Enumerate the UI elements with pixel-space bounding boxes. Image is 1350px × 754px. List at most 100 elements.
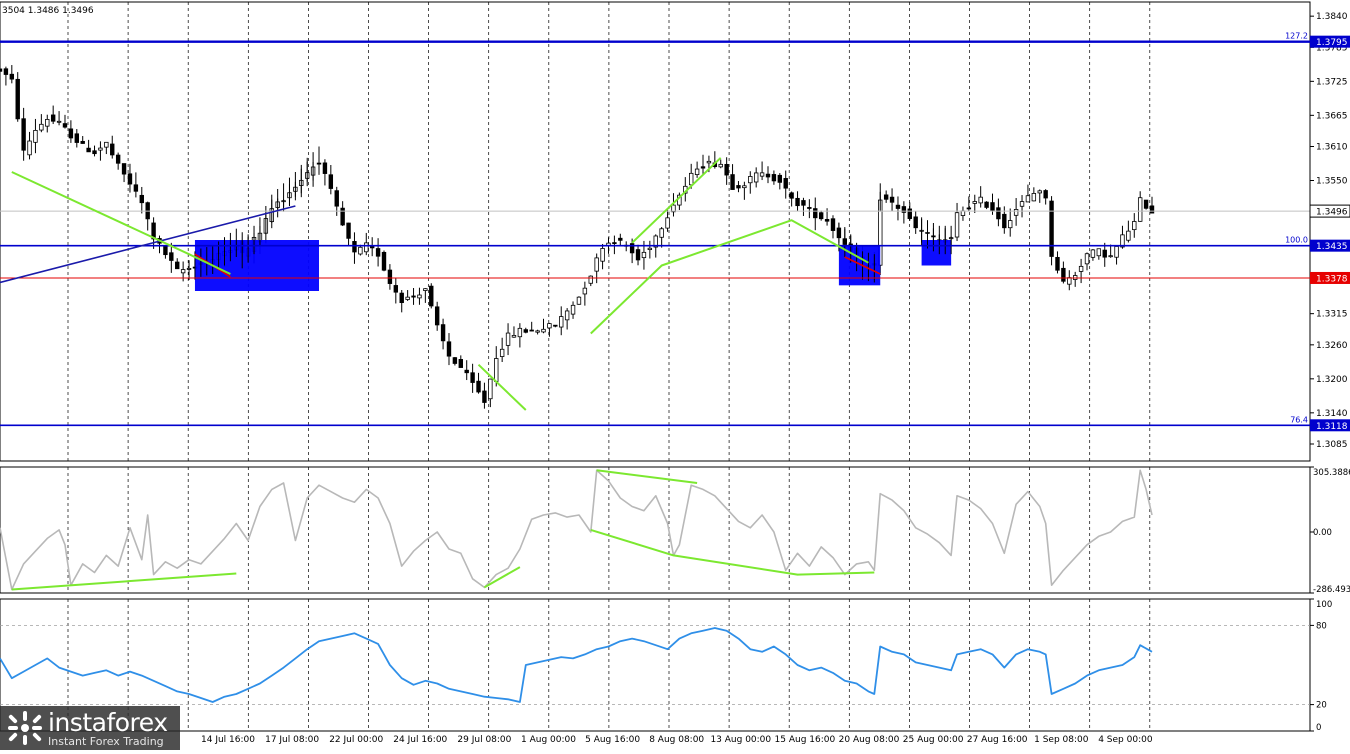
candle-body (972, 201, 977, 204)
candle (1025, 184, 1031, 203)
candle-body (1037, 190, 1042, 194)
candle (121, 163, 127, 183)
x-tick-label: 20 Aug 08:00 (839, 735, 900, 745)
candle (175, 258, 180, 270)
y-tick-label: 1.3665 (1316, 111, 1348, 121)
candle-body (494, 358, 499, 382)
divergence-line (477, 363, 527, 411)
candle (381, 250, 387, 272)
candle-body (883, 194, 889, 200)
cci-tick-label: 0.00 (1313, 528, 1332, 538)
candle-body (387, 269, 393, 284)
candle-body (133, 184, 139, 192)
trend-line (844, 256, 881, 275)
candle (659, 226, 664, 248)
y-tick-label: 1.3610 (1316, 143, 1348, 153)
candle (33, 118, 38, 154)
candle-body (1043, 190, 1048, 199)
cci-divergence-line (596, 469, 698, 484)
candle-body (913, 216, 918, 229)
candle (972, 194, 977, 213)
candle (559, 306, 564, 336)
candle-body (966, 207, 972, 210)
candle (15, 72, 20, 122)
candle-body (517, 327, 523, 338)
cci-divergence-line (11, 572, 237, 591)
candle (186, 260, 192, 281)
candle-body (700, 166, 706, 169)
rsi-tick-label: 20 (1316, 701, 1327, 711)
fib-level-ratio: 127.2 (1285, 32, 1308, 41)
y-tick-label: 1.3725 (1316, 77, 1348, 87)
candle (553, 324, 558, 328)
fib-level-ratio: 100.0 (1285, 236, 1308, 245)
candle-body (629, 243, 635, 254)
candle (517, 323, 523, 348)
candle-body (163, 245, 168, 256)
candle-body (801, 200, 806, 206)
candle (434, 301, 440, 331)
y-tick-label: 1.3785 (1316, 43, 1348, 53)
candle-body (127, 173, 133, 185)
candle (0, 61, 3, 84)
candle-body (541, 328, 546, 333)
candle (600, 243, 605, 270)
red-level-label: 1.3378 (1316, 274, 1348, 284)
candle (724, 157, 729, 185)
candle-body (98, 147, 103, 151)
current-price-label-bg (1309, 204, 1350, 218)
candle (883, 190, 889, 203)
candle-body (405, 296, 410, 300)
candle-body (1008, 220, 1013, 229)
candle (488, 378, 493, 408)
candle-body (706, 160, 712, 164)
candle-body (765, 173, 771, 178)
candle (139, 186, 144, 214)
candle-body (641, 251, 647, 259)
candle-body (889, 196, 895, 203)
candle (635, 244, 641, 266)
candle-body (340, 207, 345, 226)
candle (700, 154, 706, 175)
candle (1084, 252, 1090, 271)
x-tick-label: 29 Jul 08:00 (457, 735, 511, 745)
candle-body (1090, 249, 1096, 258)
candle (807, 199, 812, 219)
candle (411, 288, 416, 305)
candle-body (1132, 221, 1137, 231)
x-tick-label: 5 Aug 16:00 (585, 735, 640, 745)
candle (694, 161, 700, 178)
candle-body (27, 140, 32, 156)
candle-body (417, 294, 422, 299)
candle-body (470, 372, 475, 383)
candle-body (33, 129, 38, 143)
candle-body (730, 174, 735, 190)
x-tick-label: 1 Aug 00:00 (521, 735, 576, 745)
candle-body (121, 163, 127, 175)
x-tick-label: 13 Aug 00:00 (710, 735, 771, 745)
candle-body (612, 242, 617, 244)
candle (56, 111, 62, 126)
candle (730, 164, 735, 190)
candle-body (795, 197, 800, 207)
candle (1090, 248, 1096, 261)
candle (777, 173, 783, 190)
candle-body (1143, 199, 1149, 209)
divergence-line (631, 157, 722, 244)
candle (996, 198, 1001, 227)
candle (901, 201, 907, 224)
candle (133, 172, 139, 198)
candle (535, 329, 540, 335)
rsi-tick-label: 0 (1316, 723, 1321, 733)
candle-body (180, 269, 186, 274)
candle-body (653, 235, 658, 248)
fib-level-ratio: 76.4 (1290, 415, 1308, 424)
candle-body (665, 217, 670, 229)
y-tick-label: 1.3260 (1316, 341, 1348, 351)
candle (369, 237, 375, 257)
candle (753, 167, 759, 188)
candle (458, 355, 463, 368)
candle (39, 114, 44, 133)
candle (98, 141, 103, 161)
candle (913, 211, 918, 234)
